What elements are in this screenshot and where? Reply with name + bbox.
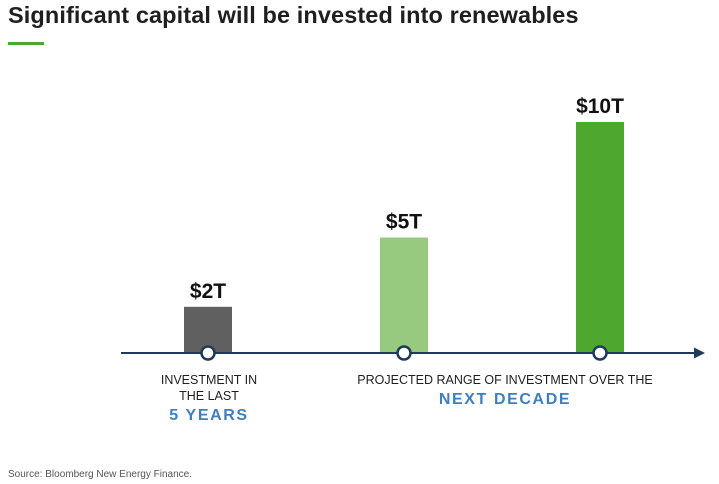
caption-future-line: PROJECTED RANGE OF INVESTMENT OVER THE [357,373,653,387]
timeline-marker-3 [592,345,608,361]
caption-past-line2: THE LAST [179,389,239,403]
caption-last-5-years: INVESTMENT IN THE LAST 5 YEARS [134,372,284,425]
page-title: Significant capital will be invested int… [8,2,579,28]
timeline-marker-1 [200,345,216,361]
caption-past-emphasis: 5 YEARS [169,407,249,424]
axis-arrowhead-icon [694,347,705,359]
bar-value-label-3: $10T [576,95,624,118]
caption-past-line1: INVESTMENT IN [160,373,258,387]
bar-3 [576,122,624,353]
title-accent-bar [8,42,44,45]
bar-value-label-2: $5T [386,211,422,234]
bar-value-label-1: $2T [190,280,226,303]
caption-next-decade: PROJECTED RANGE OF INVESTMENT OVER THE N… [330,372,680,409]
bar-2 [380,237,428,353]
source-note: Source: Bloomberg New Energy Finance. [8,469,192,480]
timeline-marker-2 [396,345,412,361]
caption-future-emphasis: NEXT DECADE [438,391,572,408]
